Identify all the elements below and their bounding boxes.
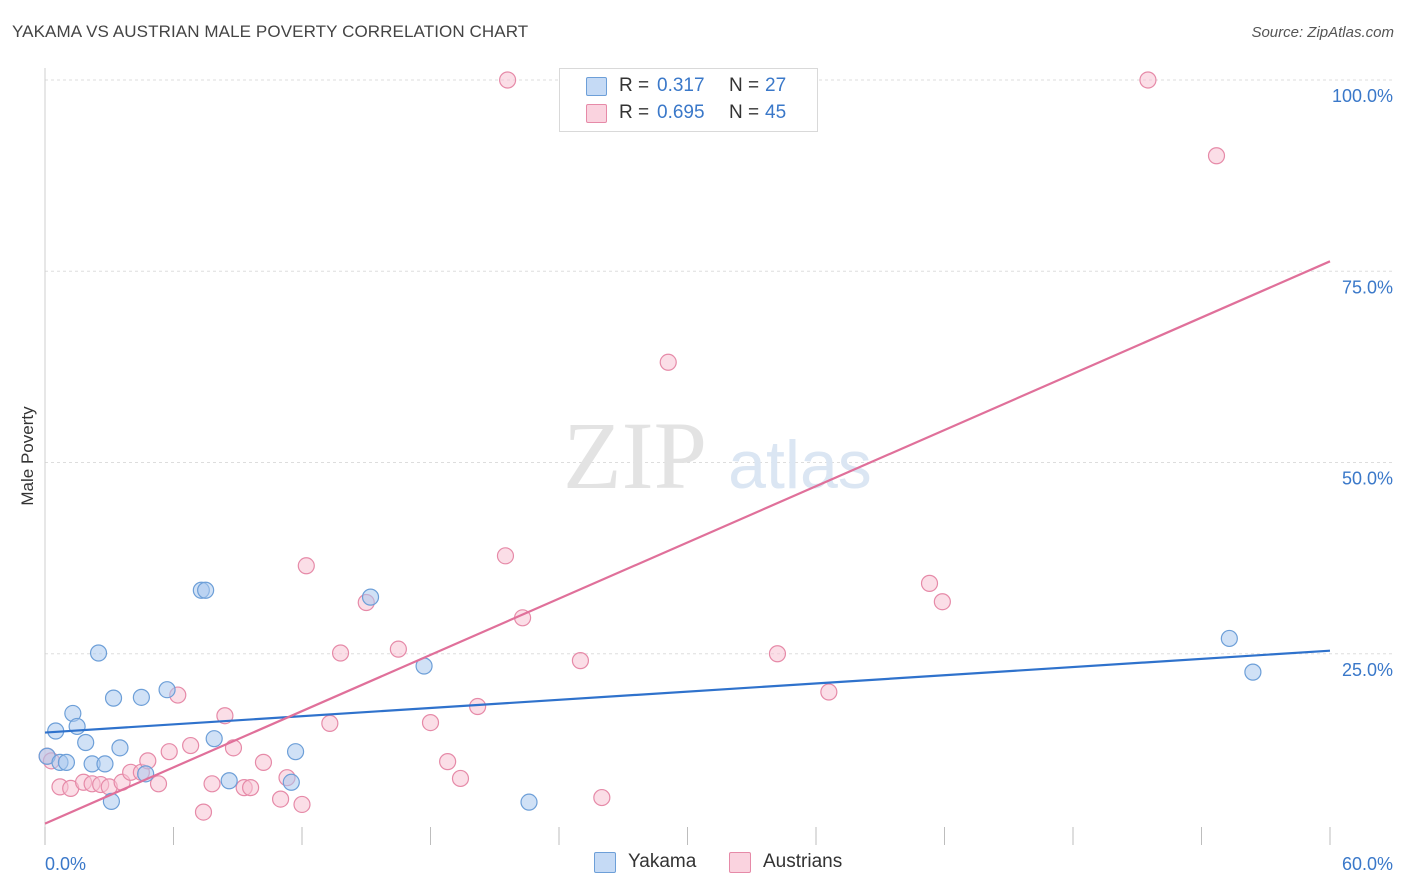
data-point-austrians [254,753,273,771]
data-point-austrians [451,769,470,788]
y-axis-label: Male Poverty [18,406,37,506]
trend-line-yakama [44,649,1331,734]
data-point-austrians [297,557,315,575]
data-point-yakama [361,588,380,606]
legend-n-label: N = [729,75,760,96]
legend-swatch-austrians [586,103,607,123]
trend-line-austrians [44,260,1331,825]
bottom-legend-label-austrians: Austrians [763,851,843,872]
legend-row-austrians: R = 0.695 N = 45 [586,100,786,126]
watermark-atlas: atlas [728,427,872,503]
watermark-zip: ZIP [563,402,707,509]
data-point-yakama [111,739,129,757]
data-point-yakama [77,733,95,752]
data-point-yakama [57,753,76,771]
watermark: ZIP atlas [563,402,872,509]
legend-swatch-yakama [586,76,607,96]
data-point-austrians [203,775,221,793]
data-point-austrians [182,736,200,755]
legend-r-value: 0.317 [657,75,705,96]
x-tick-label: 60.0% [1342,854,1393,874]
data-point-yakama [282,773,300,791]
legend-row-yakama: R = 0.317 N = 27 [586,73,786,99]
data-point-austrians [439,753,457,771]
data-point-yakama [132,688,150,706]
legend-r-value: 0.695 [657,102,705,123]
data-point-austrians [499,71,517,89]
legend: R = 0.317 N = 27 R = 0.695 N = 45 [559,68,818,132]
data-point-austrians [469,697,487,716]
trend-lines [44,260,1331,825]
y-tick-label: 100.0% [1332,86,1393,106]
legend-n-value: 27 [765,75,787,96]
grid-lines [45,79,1392,655]
data-point-yakama [89,644,108,662]
axes [44,68,1331,845]
data-point-austrians [389,640,407,658]
data-point-austrians [496,547,515,565]
data-point-austrians [593,788,611,807]
data-point-yakama [96,755,114,773]
data-point-austrians [242,779,260,797]
bottom-legend-swatch-austrians [729,851,751,873]
source-label: Source: ZipAtlas.com [1251,24,1394,41]
data-point-yakama [1220,629,1238,648]
chart-title: YAKAMA VS AUSTRIAN MALE POVERTY CORRELAT… [12,22,529,41]
data-point-austrians [293,795,311,814]
data-point-yakama [104,689,123,707]
data-point-yakama [286,743,305,761]
bottom-legend-label-yakama: Yakama [628,851,697,872]
data-point-yakama [197,581,215,599]
data-point-austrians [659,353,677,371]
y-tick-label: 75.0% [1342,277,1393,297]
data-point-austrians [1139,71,1157,89]
data-point-austrians [933,593,951,611]
y-tick-label: 50.0% [1342,469,1393,489]
bottom-legend-swatch-yakama [594,851,616,873]
legend-r-label: R = [619,102,650,123]
tick-labels: 25.0% 50.0% 75.0% 100.0% 0.0% 60.0% [45,86,1393,874]
data-point-yakama [1244,663,1262,681]
data-point-austrians [331,644,350,662]
bottom-legend-yakama: Yakama [594,851,696,873]
legend-r-label: R = [619,75,650,96]
data-point-yakama [158,681,176,699]
data-point-yakama [68,717,86,736]
data-point-austrians [1207,147,1226,165]
data-points [38,71,1262,821]
data-point-austrians [571,652,590,670]
data-point-austrians [768,645,787,663]
data-point-austrians [194,803,213,821]
data-point-austrians [149,775,168,793]
data-point-austrians [216,707,234,725]
data-point-yakama [520,793,538,811]
data-point-yakama [220,772,238,790]
legend-n-label: N = [729,102,760,123]
legend-n-value: 45 [765,102,787,123]
data-point-austrians [271,790,290,808]
data-point-austrians [321,714,339,732]
y-tick-label: 25.0% [1342,660,1393,680]
data-point-austrians [421,713,440,732]
x-tick-label: 0.0% [45,854,86,874]
bottom-legend-austrians: Austrians [729,851,842,873]
data-point-austrians [160,743,178,761]
data-point-austrians [920,574,939,592]
data-point-austrians [820,683,838,701]
data-point-yakama [205,730,223,748]
